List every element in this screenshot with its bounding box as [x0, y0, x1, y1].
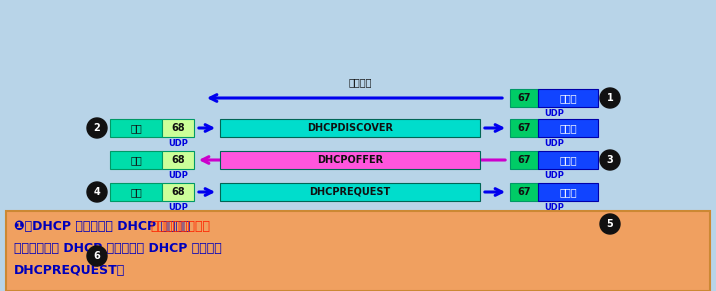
FancyBboxPatch shape — [162, 183, 194, 201]
Text: 被动打开: 被动打开 — [348, 77, 372, 87]
Text: 3: 3 — [606, 155, 614, 165]
FancyBboxPatch shape — [6, 211, 710, 291]
FancyBboxPatch shape — [110, 215, 162, 233]
Text: UDP: UDP — [544, 267, 564, 276]
Text: 68: 68 — [171, 251, 185, 261]
Text: UDP: UDP — [544, 171, 564, 180]
Text: DHCPOFFER: DHCPOFFER — [317, 155, 383, 165]
FancyBboxPatch shape — [162, 247, 194, 265]
FancyBboxPatch shape — [220, 119, 480, 137]
Text: 客户: 客户 — [130, 219, 142, 229]
Text: 服务器: 服务器 — [559, 251, 577, 261]
FancyBboxPatch shape — [538, 215, 598, 233]
Text: 客户: 客户 — [130, 187, 142, 197]
FancyBboxPatch shape — [510, 247, 538, 265]
Text: 67: 67 — [517, 187, 531, 197]
Text: 客户: 客户 — [130, 251, 142, 261]
Circle shape — [600, 88, 620, 108]
Text: 客户: 客户 — [130, 123, 142, 133]
Text: UDP: UDP — [168, 235, 188, 244]
Text: 服务器: 服务器 — [559, 219, 577, 229]
Text: 67: 67 — [517, 123, 531, 133]
FancyBboxPatch shape — [510, 151, 538, 169]
Text: UDP: UDP — [168, 171, 188, 180]
Text: UDP: UDP — [168, 139, 188, 148]
Text: 并向所选择的 DHCP 服务器发送 DHCP 请求报文: 并向所选择的 DHCP 服务器发送 DHCP 请求报文 — [14, 242, 222, 255]
FancyBboxPatch shape — [538, 89, 598, 107]
Text: 服务器: 服务器 — [559, 187, 577, 197]
FancyBboxPatch shape — [162, 151, 194, 169]
FancyBboxPatch shape — [510, 183, 538, 201]
Circle shape — [87, 246, 107, 266]
Text: UDP: UDP — [544, 109, 564, 118]
Text: UDP: UDP — [544, 203, 564, 212]
FancyBboxPatch shape — [538, 151, 598, 169]
FancyBboxPatch shape — [510, 215, 538, 233]
FancyBboxPatch shape — [110, 183, 162, 201]
FancyBboxPatch shape — [110, 151, 162, 169]
FancyBboxPatch shape — [162, 119, 194, 137]
FancyBboxPatch shape — [538, 183, 598, 201]
FancyBboxPatch shape — [162, 215, 194, 233]
Text: DHCPDISCOVER: DHCPDISCOVER — [307, 123, 393, 133]
Text: 68: 68 — [171, 155, 185, 165]
Text: 67: 67 — [517, 155, 531, 165]
FancyBboxPatch shape — [510, 89, 538, 107]
Text: 服务器: 服务器 — [559, 155, 577, 165]
Text: UDP: UDP — [544, 139, 564, 148]
Text: 67: 67 — [517, 93, 531, 103]
Text: 6: 6 — [94, 251, 100, 261]
Text: 67: 67 — [517, 251, 531, 261]
FancyBboxPatch shape — [220, 151, 480, 169]
Text: 4: 4 — [94, 187, 100, 197]
Circle shape — [600, 214, 620, 234]
Text: ❶：DHCP 客户从几个 DHCP 服务器中: ❶：DHCP 客户从几个 DHCP 服务器中 — [14, 221, 190, 233]
FancyBboxPatch shape — [110, 247, 162, 265]
Text: 67: 67 — [517, 219, 531, 229]
Circle shape — [87, 118, 107, 138]
Text: 客户: 客户 — [130, 155, 142, 165]
Text: UDP: UDP — [168, 203, 188, 212]
Circle shape — [87, 182, 107, 202]
Text: UDP: UDP — [544, 235, 564, 244]
Text: 68: 68 — [171, 219, 185, 229]
Text: DHCPREQUEST。: DHCPREQUEST。 — [14, 265, 125, 278]
Text: 服务器: 服务器 — [559, 93, 577, 103]
FancyBboxPatch shape — [510, 119, 538, 137]
Text: 68: 68 — [171, 123, 185, 133]
Text: 68: 68 — [171, 187, 185, 197]
Text: 5: 5 — [606, 219, 614, 229]
Text: 2: 2 — [94, 123, 100, 133]
Text: 选择其中的一个，: 选择其中的一个， — [150, 221, 211, 233]
FancyBboxPatch shape — [538, 119, 598, 137]
Circle shape — [600, 150, 620, 170]
Text: 服务器: 服务器 — [559, 123, 577, 133]
FancyBboxPatch shape — [538, 247, 598, 265]
Text: 1: 1 — [606, 93, 614, 103]
Text: UDP: UDP — [168, 267, 188, 276]
FancyBboxPatch shape — [110, 119, 162, 137]
Text: DHCPREQUEST: DHCPREQUEST — [309, 187, 391, 197]
FancyBboxPatch shape — [220, 183, 480, 201]
